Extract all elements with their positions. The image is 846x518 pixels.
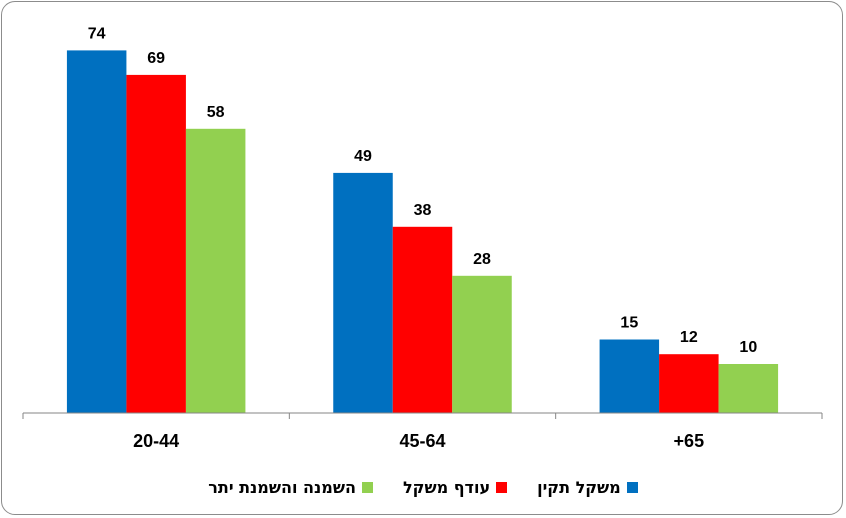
bar-45-64-1 xyxy=(333,172,393,413)
bar-45-64-3 xyxy=(452,275,512,413)
category-label: +65 xyxy=(674,431,705,451)
legend-swatch xyxy=(496,481,508,493)
legend-swatch xyxy=(362,481,373,493)
legend-label: השמנה והשמנת יתר xyxy=(208,477,356,497)
category-label: 45-64 xyxy=(399,431,445,451)
bar-+65-1 xyxy=(599,339,660,413)
data-label: 15 xyxy=(620,315,638,332)
category-label: 20-44 xyxy=(133,431,179,451)
legend-label: עודף משקל xyxy=(403,477,491,497)
data-label: 49 xyxy=(354,148,372,165)
bar-45-64-2 xyxy=(392,226,453,413)
legend-label: משקל תקין xyxy=(537,477,621,497)
bars-group xyxy=(66,50,779,414)
legend-item: עודף משקל xyxy=(403,477,508,497)
data-label: 38 xyxy=(414,202,432,219)
bar-+65-2 xyxy=(659,354,719,413)
bar-20-44-1 xyxy=(66,50,127,414)
data-label: 10 xyxy=(739,339,757,356)
bar-+65-3 xyxy=(718,364,779,413)
legend: משקל תקין עודף משקל השמנה והשמנת יתר xyxy=(0,474,846,500)
data-label: 58 xyxy=(207,104,225,121)
bar-20-44-3 xyxy=(185,128,246,414)
data-label: 69 xyxy=(147,50,165,67)
category-labels: 20-44 45-64 +65 xyxy=(133,431,704,451)
data-label: 12 xyxy=(680,329,698,346)
data-label: 74 xyxy=(88,25,106,42)
value-labels: 74 69 58 49 38 28 15 12 10 xyxy=(88,25,758,356)
legend-item: משקל תקין xyxy=(537,478,638,497)
x-axis xyxy=(22,412,823,419)
legend-item: השמנה והשמנת יתר xyxy=(208,478,373,497)
bar-20-44-2 xyxy=(126,74,186,414)
legend-swatch xyxy=(626,481,638,493)
data-label: 28 xyxy=(473,251,491,268)
